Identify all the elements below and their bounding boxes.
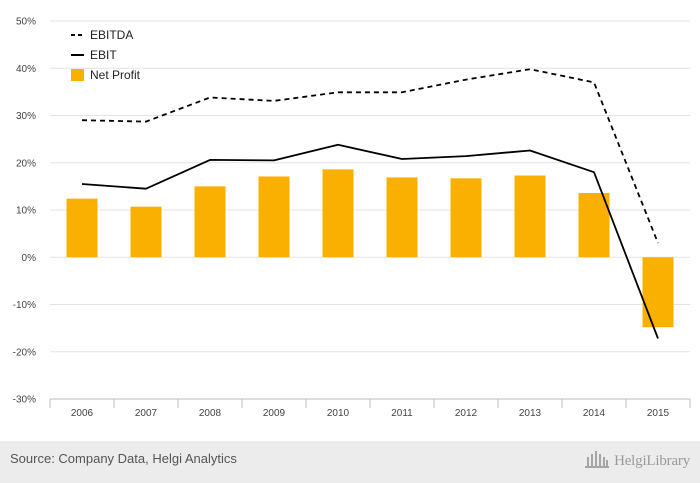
net-profit-bar <box>386 177 418 258</box>
net-profit-bar <box>514 175 546 258</box>
net-profit-bar <box>130 206 162 258</box>
net-profit-bar <box>578 192 610 258</box>
chart: 50%40%30%20%10%0%-10%-20%-30% 2006 2007 20… <box>13 17 691 419</box>
library-building-icon <box>584 448 610 475</box>
x-tick-label: 2009 <box>263 408 286 419</box>
y-tick-label: -10% <box>13 300 36 311</box>
x-tick-label: 2007 <box>135 408 158 419</box>
y-tick-label: 40% <box>16 64 36 75</box>
net-profit-bar <box>642 257 674 328</box>
y-tick-label: 0% <box>22 253 37 264</box>
y-tick-label: 50% <box>16 17 36 28</box>
y-tick-label: 20% <box>16 158 36 169</box>
net-profit-bars <box>66 169 674 328</box>
x-tick-label: 2011 <box>391 408 413 419</box>
x-tick-label: 2013 <box>519 408 542 419</box>
y-tick-label: 30% <box>16 111 36 122</box>
x-tick-label: 2014 <box>583 408 606 419</box>
net-profit-bar <box>450 178 482 258</box>
legend-ebitda-label: EBITDA <box>90 28 133 42</box>
source-note: Source: Company Data, Helgi Analytics <box>10 451 237 466</box>
y-tick-label: 10% <box>16 206 36 217</box>
legend-net-profit-label: Net Profit <box>90 68 141 82</box>
x-tick-label: 2008 <box>199 408 222 419</box>
net-profit-bar <box>322 169 354 258</box>
y-tick-label: -30% <box>13 395 36 406</box>
x-tick-label: 2015 <box>647 408 670 419</box>
ebitda-line <box>81 68 659 244</box>
footer: Source: Company Data, Helgi Analytics He… <box>0 441 700 483</box>
y-axis-ticks: 50% 40% 30% 20% 10% 0% -10% -20% -30% <box>13 17 36 406</box>
helgi-library-logo[interactable]: HelgiLibrary <box>584 448 690 475</box>
ebit-line <box>81 143 659 339</box>
net-profit-bar <box>194 186 226 258</box>
y-tick-label: -20% <box>13 347 36 358</box>
legend-ebit-label: EBIT <box>90 48 117 62</box>
net-profit-bar <box>66 198 98 258</box>
x-tick-label: 2010 <box>327 408 350 419</box>
x-tick-label: 2006 <box>71 408 94 419</box>
x-axis: 2006 2007 2008 2009 2010 2011 2012 2013 2014 2015 <box>49 398 691 419</box>
legend-net-profit-marker <box>71 69 84 81</box>
legend: EBITDA EBIT Net Profit <box>71 28 141 82</box>
net-profit-bar <box>258 176 290 258</box>
logo-text: HelgiLibrary <box>614 453 690 469</box>
x-tick-label: 2012 <box>455 408 478 419</box>
series-lines <box>81 68 659 339</box>
